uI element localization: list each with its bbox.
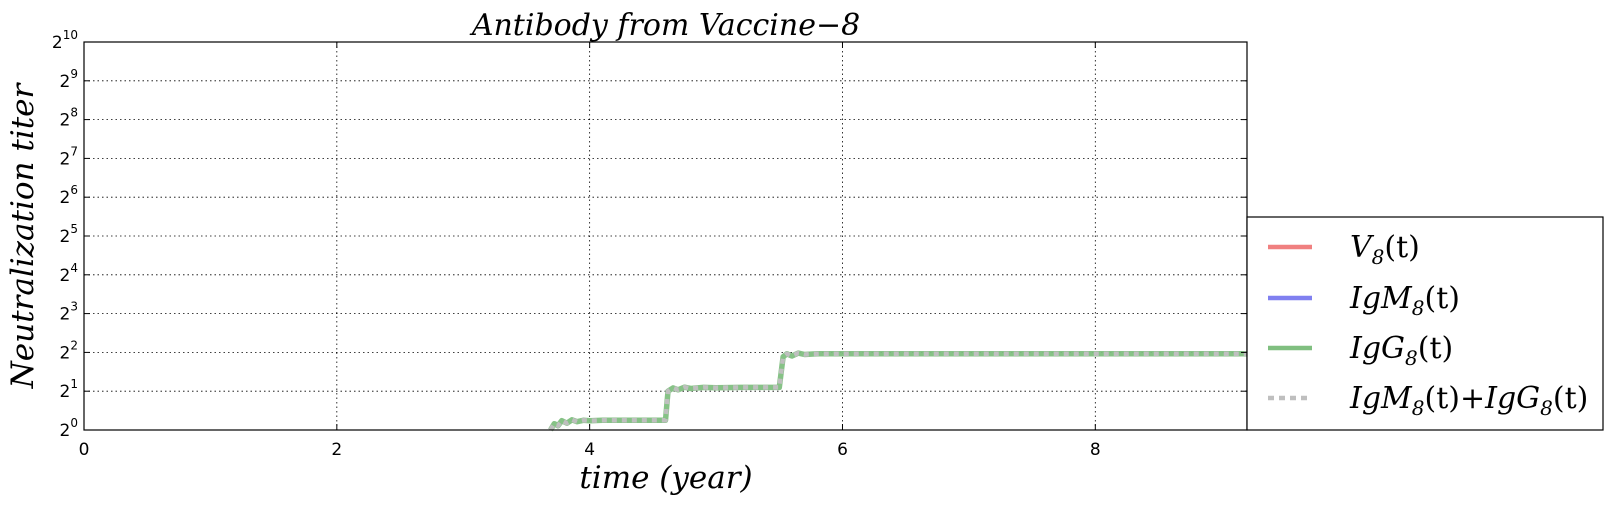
legend: V8(t) IgM8(t) IgG8(t) IgM8(t)+IgG8(t) xyxy=(1246,216,1604,431)
legend-label-3: IgG8(t) xyxy=(1349,331,1453,370)
series-line-4 xyxy=(548,350,1247,432)
grid-lines xyxy=(84,42,1247,430)
y-tick-label: 28 xyxy=(60,106,78,131)
y-axis-label: Neutralization titer xyxy=(5,81,41,389)
legend-box xyxy=(1246,216,1604,431)
legend-label-2: IgM8(t) xyxy=(1349,281,1460,320)
x-axis-label: time (year) xyxy=(579,460,752,496)
y-tick-label: 24 xyxy=(60,261,78,286)
x-tick-label: 4 xyxy=(584,440,595,460)
series-layer xyxy=(548,350,1247,432)
y-tick-label: 21 xyxy=(60,377,78,402)
y-tick-label: 29 xyxy=(60,67,78,92)
legend-label-1: V8(t) xyxy=(1350,230,1420,269)
x-tick-label: 2 xyxy=(331,440,342,460)
x-tick-label: 0 xyxy=(79,440,90,460)
y-tick-label: 27 xyxy=(60,144,78,169)
y-tick-label: 210 xyxy=(52,28,78,53)
x-tick-label: 6 xyxy=(837,440,848,460)
chart-title: Antibody from Vaccine−8 xyxy=(469,8,860,43)
y-tick-label: 25 xyxy=(60,222,78,247)
y-tick-label: 23 xyxy=(60,300,78,325)
y-tick-label: 20 xyxy=(60,416,78,441)
y-tick-label: 22 xyxy=(60,338,78,363)
legend-label-4: IgM8(t)+IgG8(t) xyxy=(1349,381,1588,420)
x-tick-label: 8 xyxy=(1090,440,1101,460)
y-tick-label: 26 xyxy=(60,183,78,208)
